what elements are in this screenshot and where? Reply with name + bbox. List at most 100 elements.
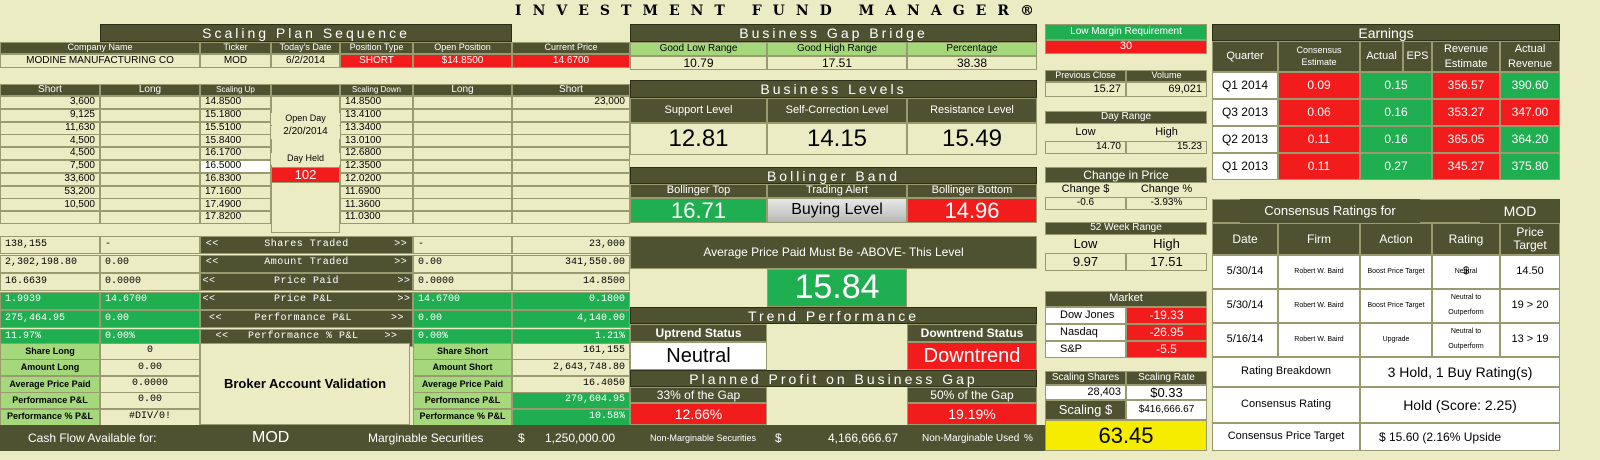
cash-flow-label: Cash Flow Available for: — [28, 431, 157, 445]
summary-label: << Performance P&L >> — [200, 310, 413, 328]
actual-revenue: 347.00 — [1500, 99, 1560, 126]
short-left-value: 33,600 — [0, 172, 100, 186]
day-held-value: 102 — [271, 167, 340, 183]
scaling-value: SHORT — [340, 54, 413, 68]
scaling-up-value: 15.1800 — [200, 108, 271, 122]
downtrend-status: Downtrend — [907, 342, 1037, 370]
scaling-up-value: 17.8200 — [200, 211, 271, 225]
gap-value: 17.51 — [767, 56, 907, 70]
consensus-estimate: 0.09 — [1278, 72, 1360, 99]
cash-flow-ticker: MOD — [252, 429, 290, 446]
earnings-col-header: Actual — [1360, 41, 1403, 72]
low-margin-value: 30 — [1045, 40, 1207, 54]
rating-target-value: 19 > 20 — [1511, 299, 1549, 312]
earnings-col-header: Actual Revenue — [1500, 41, 1560, 72]
week52-header: 52 Week Range — [1045, 222, 1207, 235]
gap-value: 38.38 — [907, 56, 1037, 70]
short-right-value — [512, 185, 630, 199]
ratings-col-header: Firm — [1278, 223, 1360, 255]
nonmarginable-used-pct: % — [1024, 432, 1033, 444]
nonmarginable-value: 4,166,666.67 — [828, 431, 899, 445]
gap-label: Percentage — [907, 42, 1037, 56]
scaling-col-header: Today's Date — [271, 42, 340, 54]
bollinger-header: Bollinger Band — [630, 167, 1037, 184]
summary-left-b: 14.6700 — [100, 291, 200, 310]
summary-right-c: 0.00 — [413, 254, 512, 273]
scaling-down-value: 12.0200 — [340, 172, 413, 186]
ratings-header: Consensus Ratings for — [1240, 199, 1420, 223]
change-header: Change in Price — [1045, 167, 1207, 183]
gap-label: Good High Range — [767, 42, 907, 56]
scaling-col-header: Current Price — [512, 42, 630, 54]
earnings-col-header: Quarter — [1212, 41, 1278, 72]
rating-target-value: 14.50 — [1516, 265, 1544, 278]
short-left-value: 3,600 — [0, 96, 100, 109]
account-left-value: 0.00 — [100, 392, 200, 410]
trading-alert-value: Buying Level — [767, 198, 907, 223]
actual-eps: 0.16 — [1360, 126, 1432, 153]
rating-price-target: 13 > 19 — [1500, 323, 1560, 357]
scaling-dollar-value: $416,666.67 — [1126, 400, 1207, 420]
summary-right-d: 341,550.00 — [512, 254, 630, 273]
ratings-col-header: Action — [1360, 223, 1432, 255]
long-left-value — [100, 198, 200, 212]
summary-left-b: 0.0000 — [100, 273, 200, 291]
bollinger-top-label: Bollinger Top — [630, 184, 767, 198]
scaling-value: $14.8500 — [413, 54, 512, 68]
scaling-down-value: 11.3600 — [340, 198, 413, 212]
long-left-value — [100, 160, 200, 173]
level-label: Self-Correction Level — [767, 98, 907, 123]
cash-flow-footer: Cash Flow Available for: MOD Marginable … — [0, 425, 1045, 451]
scaling-down-value: 12.3500 — [340, 160, 413, 173]
summary-right-c: - — [413, 236, 512, 254]
app-title: INVESTMENT FUND MANAGER® — [515, 3, 1045, 19]
long-left-value — [100, 185, 200, 199]
long-left-value — [100, 211, 200, 225]
gap-label: Good Low Range — [630, 42, 767, 56]
account-right-label: Share Short — [413, 343, 512, 360]
grid-col-header: Scaling Down — [340, 84, 413, 96]
nonmarginable-used-label: Non-Marginable Used — [922, 432, 1020, 444]
scaling-down-value: 11.0300 — [340, 211, 413, 225]
market-index-name: S&P — [1045, 341, 1126, 358]
avg-price-label: Average Price Paid Must Be -ABOVE- This … — [630, 236, 1037, 269]
consensus-rating-label: Consensus Rating — [1212, 387, 1360, 423]
account-left-label: Performance % P&L — [0, 408, 100, 426]
short-right-value — [512, 121, 630, 135]
earnings-col-header: Revenue Estimate — [1432, 41, 1500, 72]
account-left-value: 0.00 — [100, 359, 200, 377]
actual-eps: 0.27 — [1360, 153, 1432, 180]
account-left-value: 0 — [100, 343, 200, 360]
gap-value: 10.79 — [630, 56, 767, 70]
short-left-value: 9,125 — [0, 108, 100, 122]
ratings-col-header: Rating — [1432, 223, 1500, 255]
day-range-header: Day Range — [1045, 111, 1207, 124]
short-left-value: 7,500 — [0, 160, 100, 173]
rating-target-value: 13 > 19 — [1511, 333, 1549, 346]
account-left-label: Performance P&L — [0, 392, 100, 410]
day-low-value: 14.70 — [1045, 141, 1126, 154]
scaling-down-value: 14.8500 — [340, 96, 413, 109]
broker-account-validation[interactable]: Broker Account Validation — [200, 343, 410, 425]
summary-label: << Shares Traded >> — [200, 236, 413, 254]
revenue-estimate: 345.27 — [1432, 153, 1500, 180]
account-right-value: 2,643,748.80 — [512, 359, 630, 377]
scaling-up-value: 15.8400 — [200, 134, 271, 148]
bollinger-bottom-value: 14.96 — [907, 198, 1037, 223]
summary-left-a: 2,302,198.80 — [0, 254, 100, 273]
long-right-value — [413, 134, 512, 148]
level-value: 12.81 — [630, 123, 767, 155]
scaling-value: 14.6700 — [512, 54, 630, 68]
level-label: Support Level — [630, 98, 767, 123]
grid-col-header: Short — [0, 84, 100, 96]
short-left-value: 11,630 — [0, 121, 100, 135]
actual-eps: 0.15 — [1360, 72, 1432, 99]
day-high-value: 15.23 — [1126, 141, 1207, 154]
scaling-up-value: 16.5000 — [200, 160, 271, 173]
revenue-estimate: 365.05 — [1432, 126, 1500, 153]
rating-date: 5/30/14 — [1212, 255, 1278, 289]
account-left-label: Average Price Paid — [0, 375, 100, 393]
earnings-quarter: Q1 2014 — [1212, 72, 1278, 99]
short-left-value: 10,500 — [0, 198, 100, 212]
short-right-value — [512, 172, 630, 186]
